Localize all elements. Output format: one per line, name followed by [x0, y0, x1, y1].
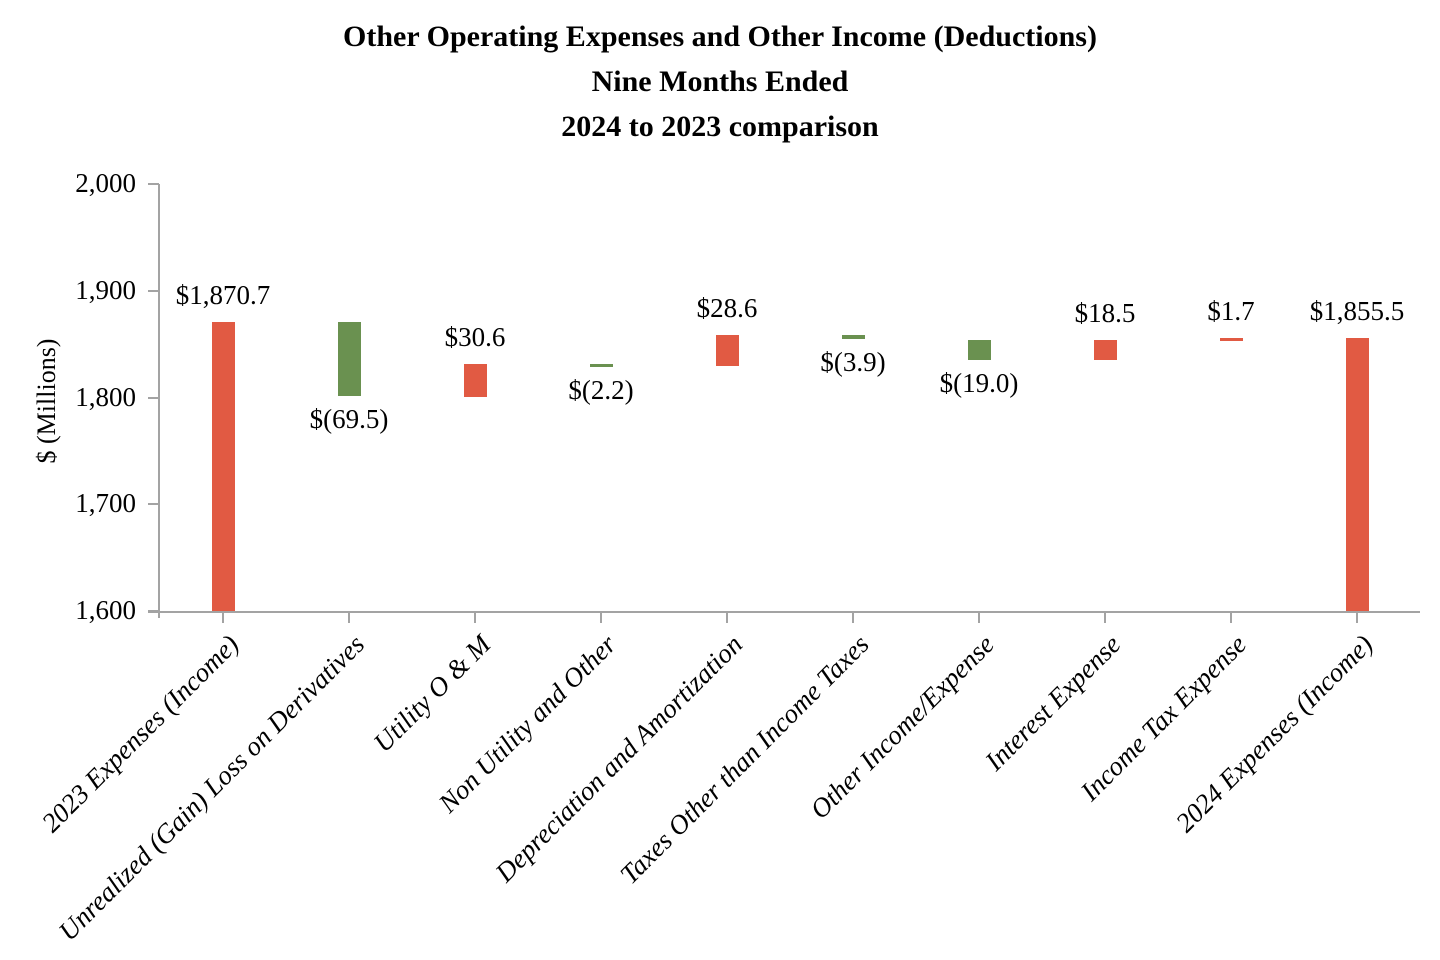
bar-value-label: $28.6 [696, 293, 758, 324]
waterfall-bar [211, 322, 235, 612]
bar-value-label: $(3.9) [820, 347, 886, 378]
x-tick [348, 611, 350, 623]
waterfall-bar [967, 339, 991, 360]
waterfall-bar [337, 322, 361, 397]
x-tick [852, 611, 854, 623]
y-axis-line [158, 184, 160, 618]
y-tick-label: 1,900 [75, 274, 136, 305]
x-tick [1104, 611, 1106, 623]
y-tick [148, 289, 159, 292]
y-tick [148, 503, 159, 506]
y-tick-label: 2,000 [75, 168, 136, 198]
x-tick [978, 611, 980, 623]
chart-title-line-3: 2024 to 2023 comparison [561, 110, 879, 143]
y-tick [148, 183, 159, 185]
x-tick [222, 611, 224, 623]
x-category-label: Depreciation and Amortization [489, 629, 749, 888]
waterfall-bar [841, 335, 865, 340]
bar-value-label: $1,870.7 [175, 280, 271, 311]
waterfall-bar [589, 363, 613, 367]
bar-value-label: $1.7 [1207, 296, 1255, 327]
waterfall-bar [1345, 338, 1369, 612]
y-tick-label: 1,800 [75, 381, 136, 412]
x-category-label: Taxes Other than Income Taxes [613, 629, 875, 890]
chart-title-line-2: Nine Months Ended [591, 65, 849, 98]
waterfall-bar [715, 335, 739, 367]
waterfall-bar [1219, 338, 1243, 342]
waterfall-bar [463, 363, 487, 397]
x-category-label: Utility O & M [367, 629, 497, 758]
bar-value-label: $1,855.5 [1309, 296, 1405, 327]
x-tick [600, 611, 602, 623]
x-tick [1356, 611, 1358, 623]
x-axis-line [148, 611, 1420, 613]
x-tick [474, 611, 476, 623]
bar-value-label: $(2.2) [568, 374, 634, 405]
x-tick [726, 611, 728, 623]
y-tick [148, 396, 159, 399]
waterfall-bar [1093, 340, 1117, 361]
bar-value-label: $(69.5) [309, 404, 389, 435]
x-tick [1230, 611, 1232, 623]
bar-value-label: $18.5 [1074, 298, 1136, 329]
y-tick [148, 610, 159, 612]
bar-value-label: $30.6 [444, 321, 506, 352]
y-tick-label: 1,700 [75, 488, 136, 519]
bar-value-label: $(19.0) [939, 367, 1019, 398]
chart-title-line-1: Other Operating Expenses and Other Incom… [343, 20, 1097, 53]
chart-title: Other Operating Expenses and Other Incom… [0, 14, 1440, 149]
y-tick-label: 1,600 [75, 595, 136, 625]
